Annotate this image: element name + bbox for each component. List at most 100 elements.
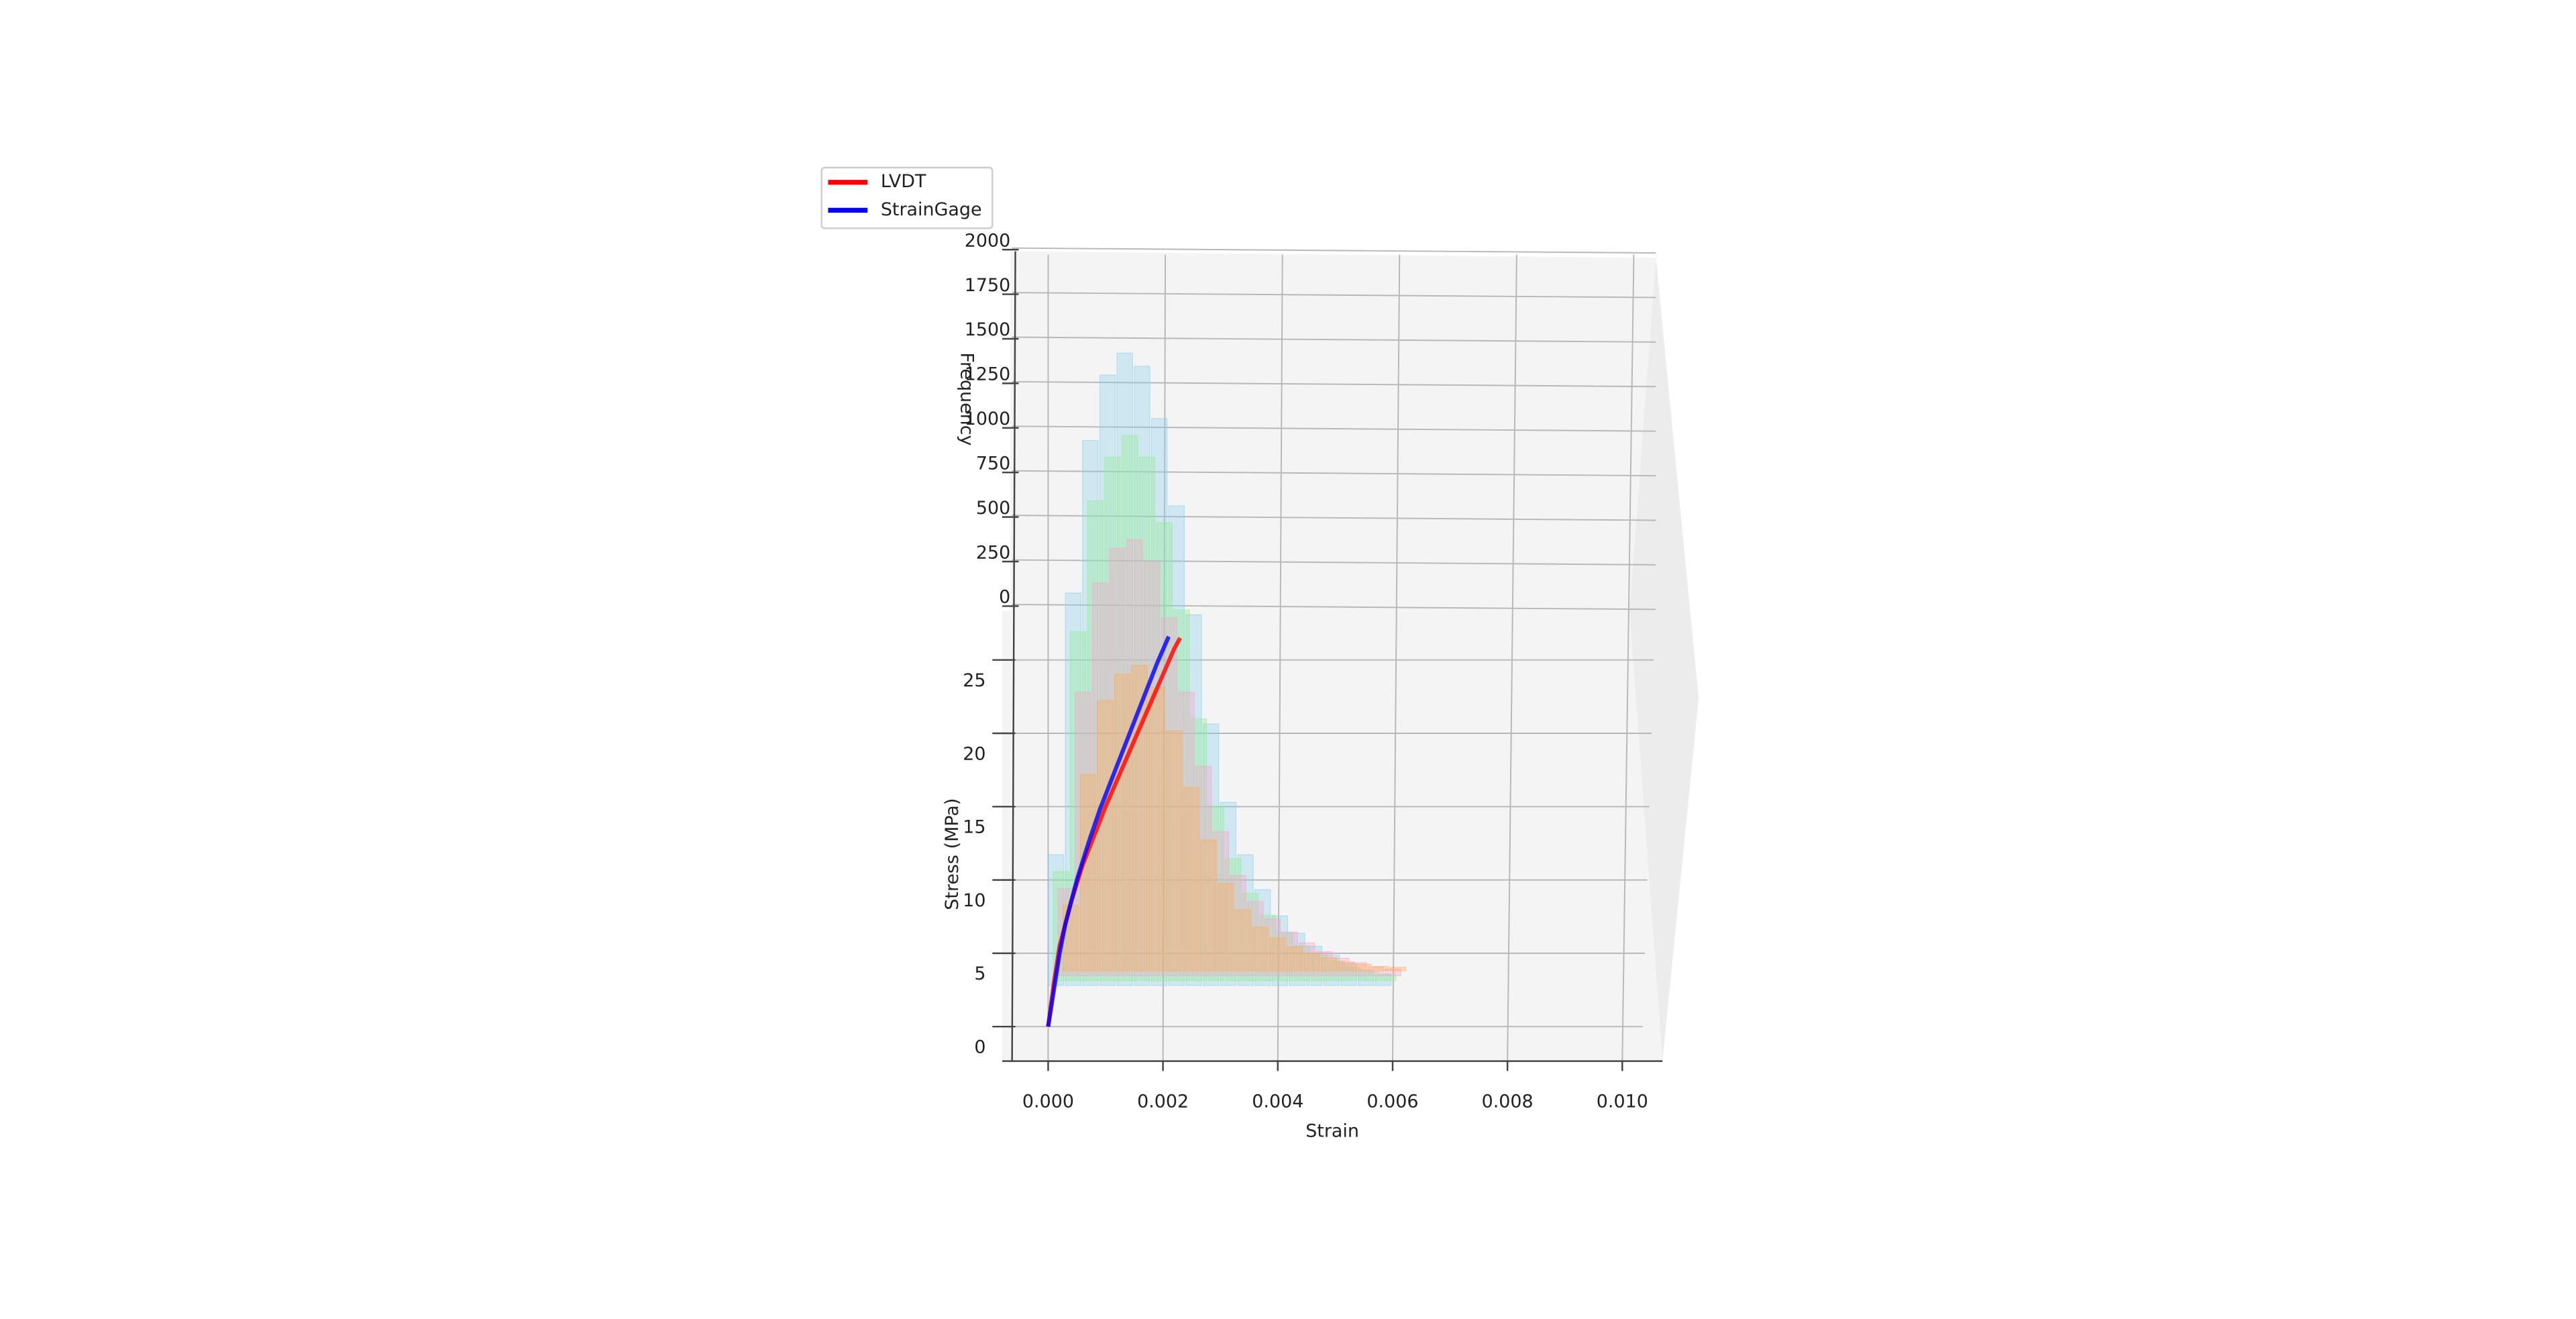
histogram-bar [1276, 932, 1293, 982]
histogram-bar [1087, 500, 1104, 982]
x-axis-label: Strain [1305, 1120, 1359, 1141]
histogram-bar [1116, 352, 1134, 986]
z-tick-label: 0 [999, 587, 1010, 608]
histogram-bar [1091, 582, 1109, 976]
histogram-bar [1333, 957, 1350, 976]
histogram-bar [1212, 831, 1230, 976]
z-tick-label: 1000 [965, 409, 1011, 429]
histogram-bar [1062, 904, 1079, 971]
histogram-bar [1321, 957, 1338, 971]
histogram-bar [1311, 954, 1328, 982]
histogram-bar [1375, 974, 1392, 986]
line-series [1046, 635, 1171, 1027]
z-tick-label: 750 [976, 453, 1010, 474]
legend-label: StrainGage [881, 199, 982, 220]
histogram-bar [1367, 966, 1385, 976]
histogram-bar [1234, 909, 1252, 971]
z-tick-label: 1750 [965, 275, 1011, 296]
histogram-bar [1079, 774, 1097, 971]
legend: LVDT StrainGage [828, 171, 982, 220]
grid-line [1507, 254, 1517, 1061]
histogram-bar [1252, 927, 1269, 971]
x-tick-label: 0.006 [1366, 1091, 1418, 1112]
histogram-bar [1373, 965, 1389, 971]
histogram-bar [1099, 374, 1116, 986]
x-tick-label: 0.000 [1022, 1091, 1074, 1112]
histogram-bar [1269, 937, 1286, 971]
histogram-bar [1338, 961, 1355, 971]
grid-line [1621, 254, 1635, 1061]
histogram-bar [1220, 802, 1237, 986]
grid-line [1162, 254, 1167, 1061]
histogram-bar [1264, 918, 1281, 976]
y-tick-label: 20 [963, 743, 985, 764]
histogram-bar [1200, 839, 1217, 971]
y-tick-label: 25 [963, 670, 985, 691]
histogram-bar [1097, 700, 1114, 971]
histogram-bar [1380, 973, 1397, 982]
x-tick-label: 0.002 [1137, 1091, 1189, 1112]
histogram-bar [1350, 962, 1367, 976]
histogram-bar [1286, 946, 1303, 971]
histogram-bar [1173, 609, 1190, 982]
histograms [1047, 352, 1407, 986]
y-axis-label: Stress (MPa) [942, 798, 963, 910]
histogram-bar [1281, 931, 1298, 976]
histogram-bar [1168, 505, 1185, 986]
grid-line [1012, 425, 1656, 432]
histogram-bar [1246, 901, 1264, 976]
y-tick-label: 5 [974, 963, 985, 984]
histogram-bar [1323, 954, 1340, 986]
histogram-bar [1271, 915, 1289, 986]
grid-line [1012, 470, 1656, 477]
side-pane [1629, 258, 1699, 1061]
grid-line [1277, 254, 1283, 1061]
histogram-bar [1138, 456, 1156, 982]
histogram-bar [1114, 674, 1131, 971]
grid-line [1012, 336, 1656, 343]
histogram-bar [1178, 692, 1195, 976]
histogram-bar [1340, 963, 1357, 986]
grid-line [1012, 380, 1656, 388]
labels: 0.000 0.002 0.004 0.006 0.008 0.010 0 5 10 15 20 25… [963, 230, 1648, 1112]
grid-line [1012, 292, 1656, 299]
grid-line [1012, 247, 1656, 254]
grid-line [1012, 604, 1656, 611]
grid-line [1012, 559, 1656, 566]
x-tick-label: 0.010 [1597, 1091, 1648, 1112]
histogram-bar [1385, 968, 1401, 976]
z-tick-label: 1250 [965, 364, 1011, 385]
lines [1046, 635, 1182, 1027]
histogram-bar [1242, 893, 1259, 982]
grid [992, 247, 1663, 1071]
histogram-bar [1202, 723, 1220, 986]
histogram-bar [1208, 806, 1224, 982]
histogram-bar [1217, 883, 1234, 971]
z-tick-label: 1500 [965, 319, 1011, 340]
histogram-bar [1289, 933, 1305, 986]
histogram-bar [1389, 967, 1407, 971]
y-tick-label: 0 [974, 1037, 985, 1058]
histogram-bar [1355, 963, 1372, 971]
x-tick-label: 0.004 [1252, 1091, 1303, 1112]
grid-line [1391, 254, 1401, 1061]
histogram-bar [1237, 854, 1254, 986]
histogram-bar [1185, 614, 1202, 986]
histogram-bar [1293, 945, 1311, 982]
y-tick-label: 15 [963, 817, 985, 838]
grid-line [1012, 515, 1656, 521]
x-tick-label: 0.008 [1482, 1091, 1534, 1112]
histogram-bar [1254, 889, 1271, 986]
histogram-bar [1195, 766, 1212, 976]
z-tick-label: 250 [976, 542, 1010, 563]
legend-label: LVDT [881, 171, 926, 192]
histogram-bar [1183, 787, 1200, 971]
histogram-bar [1148, 686, 1165, 971]
histogram-bar [1230, 875, 1246, 976]
histogram-bar [1190, 718, 1208, 982]
histogram-bar [1298, 942, 1316, 976]
histogram-bar [1358, 969, 1375, 986]
z-axis-label: Frequency [957, 352, 977, 445]
axis-line [1011, 251, 1016, 1061]
